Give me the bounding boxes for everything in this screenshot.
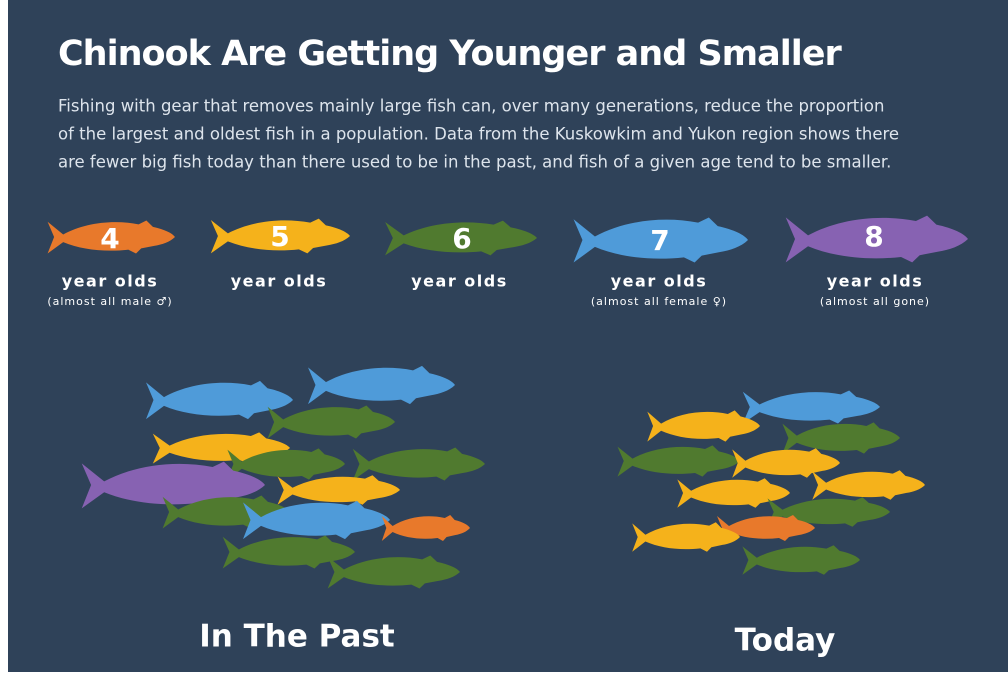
age-label: year olds (411, 272, 508, 291)
age-note: (almost all male ♂) (47, 295, 172, 308)
age-number: 7 (650, 224, 669, 257)
description-line: are fewer big fish today than there used… (58, 153, 891, 172)
age-number: 6 (452, 222, 471, 255)
group-label: Today (735, 623, 836, 659)
age-number: 4 (100, 222, 119, 255)
age-label: year olds (62, 272, 159, 291)
age-number: 5 (270, 220, 289, 253)
age-note: (almost all gone) (820, 295, 930, 308)
age-number: 8 (864, 220, 883, 253)
description-line: of the largest and oldest fish in a popu… (58, 125, 899, 144)
title: Chinook Are Getting Younger and Smaller (58, 34, 842, 74)
age-label: year olds (231, 272, 328, 291)
group-label: In The Past (199, 619, 395, 655)
age-label: year olds (611, 272, 708, 291)
age-note: (almost all female ♀) (591, 295, 727, 308)
age-label: year olds (827, 272, 924, 291)
description-line: Fishing with gear that removes mainly la… (58, 97, 884, 116)
